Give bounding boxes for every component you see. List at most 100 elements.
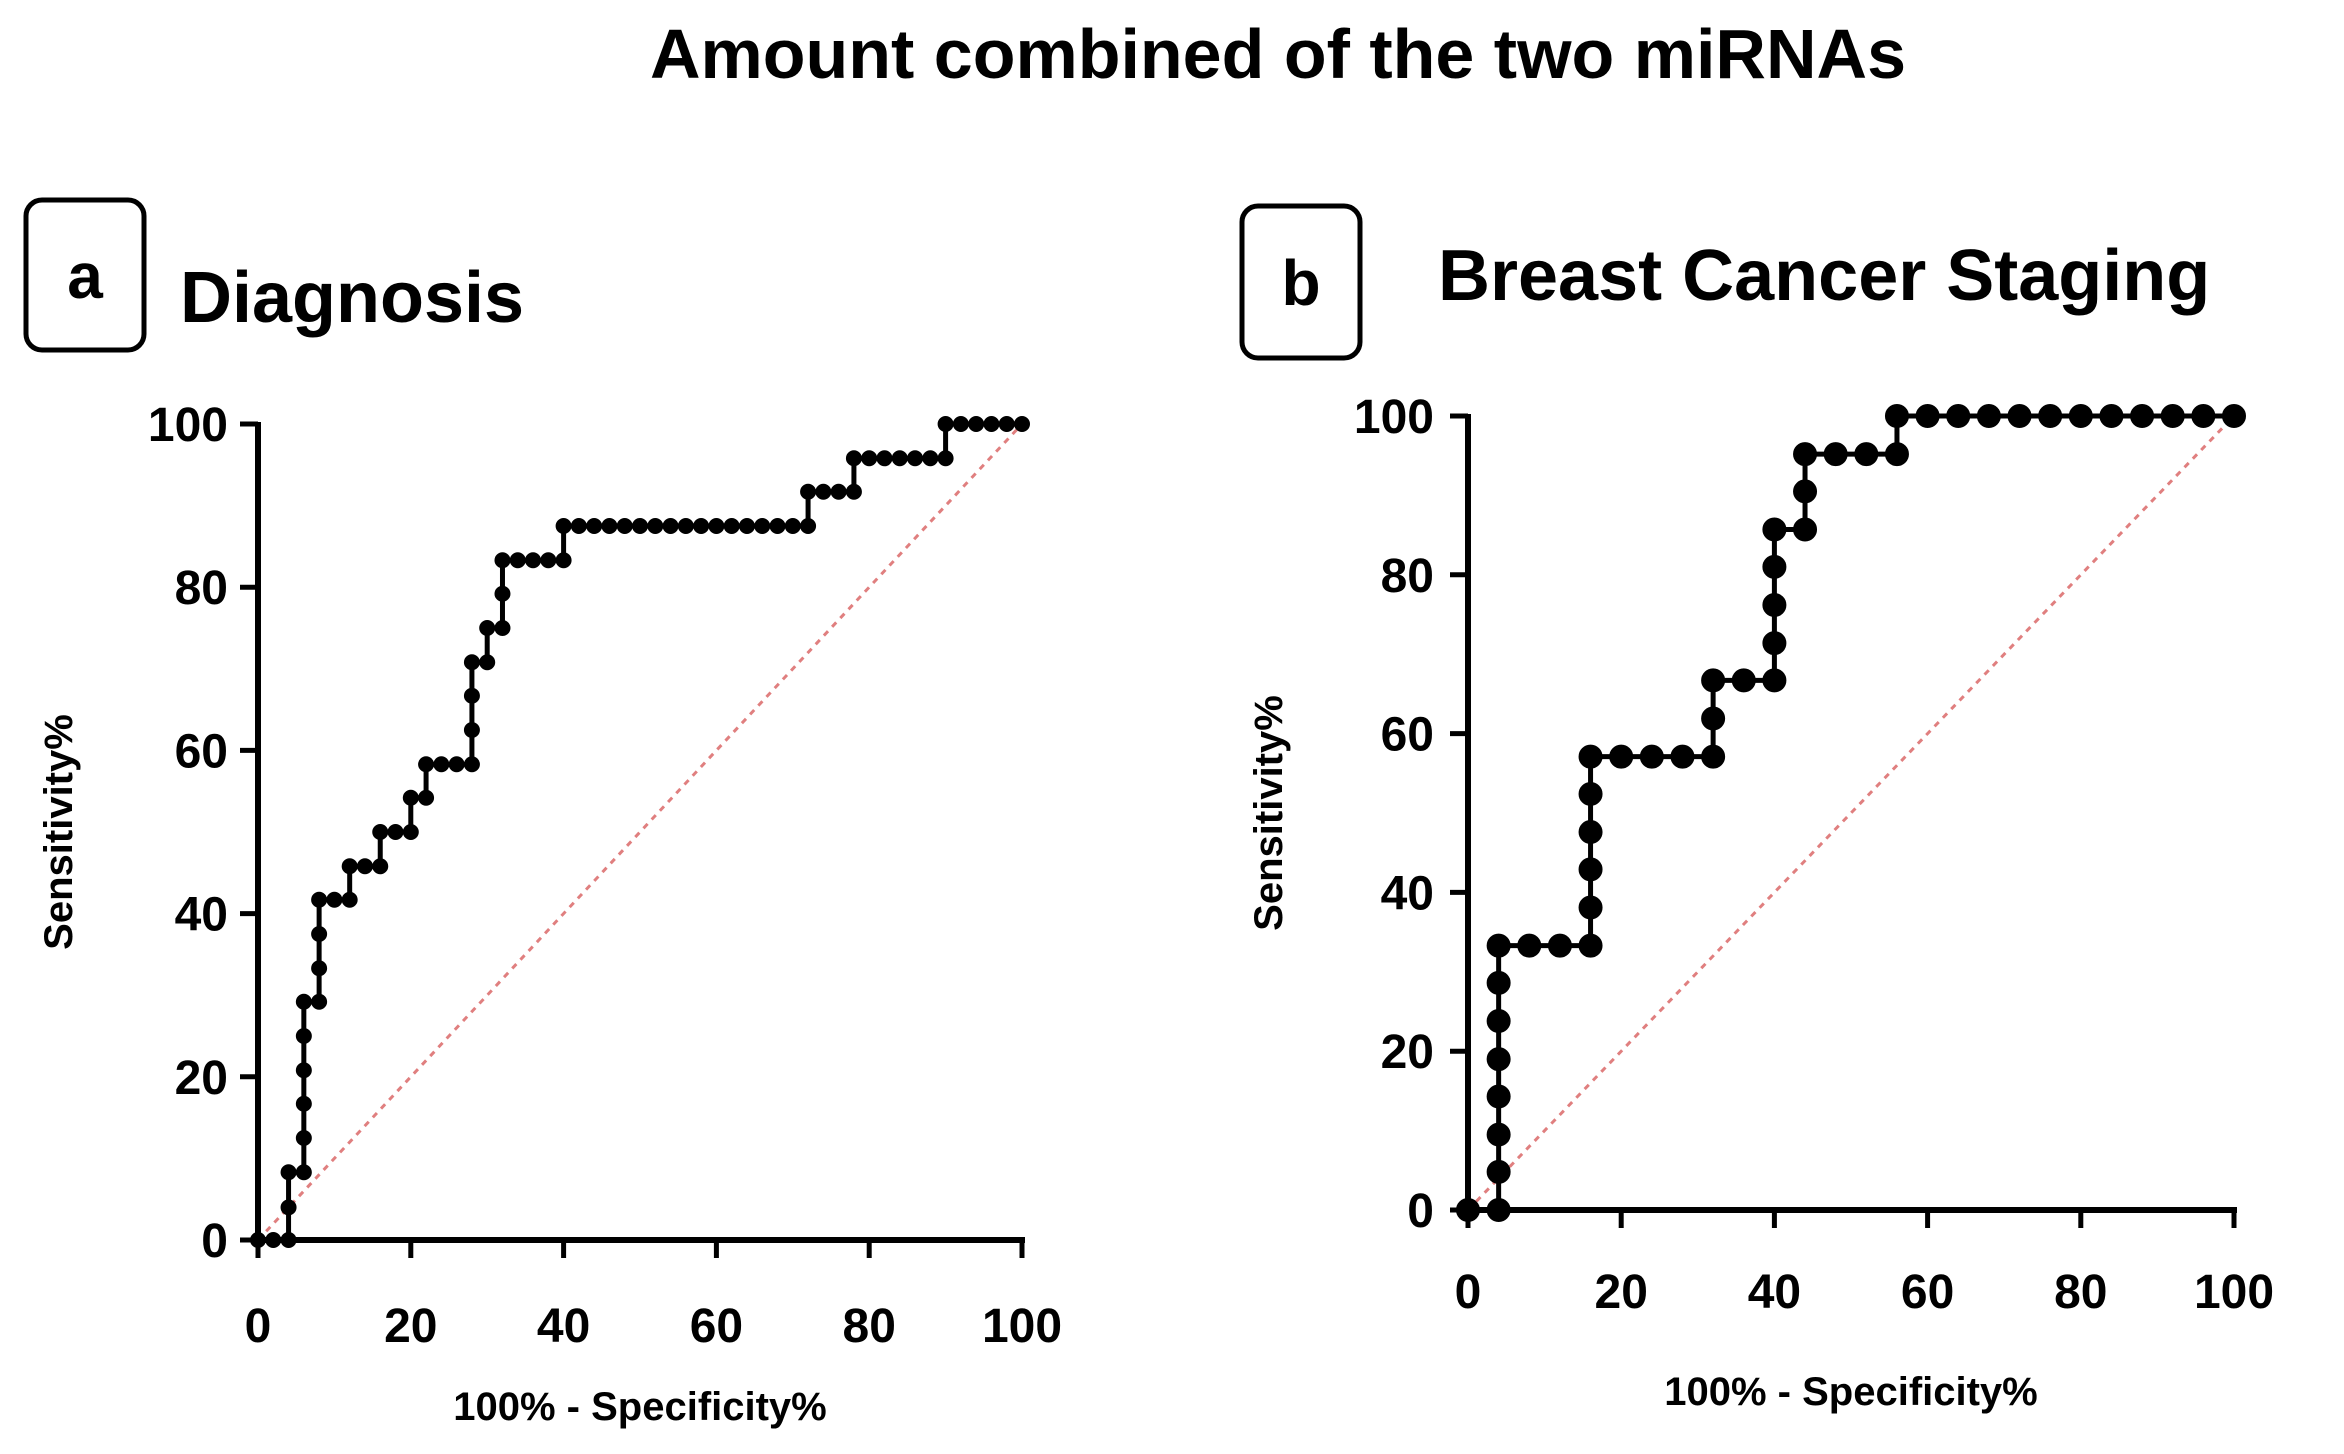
panel-a-y-tick-label: 80	[175, 562, 228, 615]
panel-b-y-tick-label: 100	[1354, 391, 1434, 444]
panel-a-x-tick-label: 20	[384, 1300, 437, 1353]
panel-a-x-tick-label: 80	[843, 1300, 896, 1353]
panel-b-roc-point	[1578, 744, 1603, 769]
panel-a-roc-point	[1014, 416, 1030, 432]
panel-b-roc-point	[2222, 404, 2246, 428]
panel-a-roc-point	[723, 518, 740, 534]
panel-b-roc-point	[2068, 404, 2093, 428]
panel-b-roc-point	[1762, 554, 1787, 579]
panel-a-roc-point	[876, 450, 893, 467]
panel-b-x-tick-label: 40	[1748, 1266, 1801, 1319]
panel-a-roc-point	[311, 960, 328, 977]
panel-a-letter: a	[67, 240, 103, 312]
panel-b-roc-point	[1884, 404, 1909, 428]
panel-a-x-tick-label: 100	[982, 1300, 1062, 1353]
panel-a-roc-point	[800, 518, 817, 534]
panel-a-roc-point	[326, 891, 343, 908]
panel-b-roc-point	[1701, 706, 1726, 731]
panel-a-roc-point	[968, 416, 985, 432]
panel-b-roc-point	[1639, 744, 1664, 769]
panel-b-roc-point	[1884, 442, 1909, 467]
panel-a-x-axis-label: 100% - Specificity%	[453, 1385, 827, 1429]
panel-a-roc-point	[601, 518, 618, 534]
panel-b-roc-point	[1547, 933, 1572, 958]
panel-a-roc-point	[463, 687, 480, 704]
panel-a-roc-point	[448, 756, 465, 773]
panel-a-roc-point	[616, 518, 633, 534]
panel-b-y-axis-label: Sensitivity%	[1247, 695, 1291, 931]
panel-b-roc-point	[1578, 857, 1603, 882]
panel-a-roc-point	[937, 416, 954, 432]
panel-a-roc-point	[311, 891, 328, 908]
panel-b-x-tick-label: 20	[1595, 1266, 1648, 1319]
panel-b-roc-point	[2191, 404, 2216, 428]
panel-a-roc-point	[463, 654, 480, 671]
panel-a-roc-point	[922, 450, 939, 467]
panel-b-roc-point	[1701, 744, 1726, 769]
panel-b-roc-point	[2038, 404, 2063, 428]
panel-b-roc-point	[1670, 744, 1695, 769]
panel-b-roc-point	[1486, 970, 1511, 995]
figure-title: Amount combined of the two miRNAs	[650, 15, 1906, 93]
panel-b-roc-point	[1578, 820, 1603, 845]
panel-a-roc-point	[463, 722, 480, 738]
panel-b-roc-point	[1517, 933, 1542, 958]
panel-a-roc-point	[555, 518, 572, 534]
panel-a-roc-point	[250, 1232, 266, 1248]
panel-a-roc-point	[937, 450, 954, 467]
panel-b-roc-point	[2130, 404, 2155, 428]
panel-a-roc-point	[295, 1130, 312, 1146]
panel-a-roc-point	[402, 824, 419, 840]
panel-a-roc-point	[280, 1164, 297, 1181]
panel-a-roc-point	[754, 518, 771, 534]
panel-b-roc-point	[1456, 1198, 1480, 1222]
panel-a-roc-point	[372, 824, 389, 840]
panel-b-roc-point	[1976, 404, 2001, 428]
panel-a-badge	[23, 197, 147, 353]
panel-a-title: Diagnosis	[180, 258, 524, 338]
panel-a-roc-point	[800, 483, 817, 500]
panel-a-roc-point	[356, 858, 373, 875]
panel-b-roc-point	[1486, 1159, 1511, 1184]
panel-a-roc-point	[418, 789, 435, 806]
panel-a-x-tick-label: 40	[537, 1300, 590, 1353]
panel-a-roc-point	[784, 518, 801, 534]
panel-a-roc-point	[402, 789, 419, 806]
panel-a-roc-point	[815, 483, 832, 500]
panel-b-roc-point	[2160, 404, 2185, 428]
panel-b-roc-point	[1915, 404, 1940, 428]
panel-a-roc-point	[280, 1199, 297, 1216]
panel-b-roc-point	[2099, 404, 2124, 428]
panel-b-roc-point	[1578, 781, 1603, 806]
panel-b-roc-point	[1793, 479, 1818, 504]
panel-b-y-tick-label: 20	[1381, 1026, 1434, 1079]
panel-a-roc-point	[494, 552, 511, 569]
panel-a-roc-point	[295, 1095, 312, 1112]
panel-a-roc-point	[632, 518, 648, 534]
panel-a-roc-point	[677, 518, 694, 534]
panel-b-badge	[1239, 203, 1363, 361]
panel-a-roc-point	[769, 518, 786, 534]
panel-b-roc-point	[1486, 933, 1511, 958]
panel-b-roc-point	[2007, 404, 2032, 428]
panel-a-roc-point	[295, 1164, 312, 1181]
panel-a-roc-point	[907, 450, 924, 467]
panel-a-roc-point	[479, 654, 496, 671]
panel-a-roc-point	[525, 552, 542, 569]
panel-a-roc-point	[998, 416, 1015, 432]
panel-a-roc-point	[662, 518, 679, 534]
panel-b-roc-point	[1486, 1198, 1511, 1222]
panel-a-plot: 00 20 20 40 40 60 60 80 80 100 100 Sensitivity% 100%…	[37, 399, 1062, 1429]
panel-a-roc-point	[418, 756, 435, 773]
panel-b-roc-point	[1793, 442, 1818, 467]
panel-a-roc-point	[479, 620, 496, 636]
panel-b-roc-point	[1486, 1122, 1511, 1147]
panel-b-roc-point	[1701, 668, 1726, 693]
panel-b-roc-point	[1762, 631, 1787, 656]
panel-b-roc-point	[1793, 517, 1818, 542]
panel-a-roc-point	[891, 450, 908, 467]
panel-b-plot: 00 20 20 40 40 60 60 80 80 100 100 Sensitivity% 100%…	[1247, 391, 2274, 1414]
panel-a-roc-point	[433, 756, 450, 773]
panel-a-y-tick-label: 40	[175, 889, 228, 942]
